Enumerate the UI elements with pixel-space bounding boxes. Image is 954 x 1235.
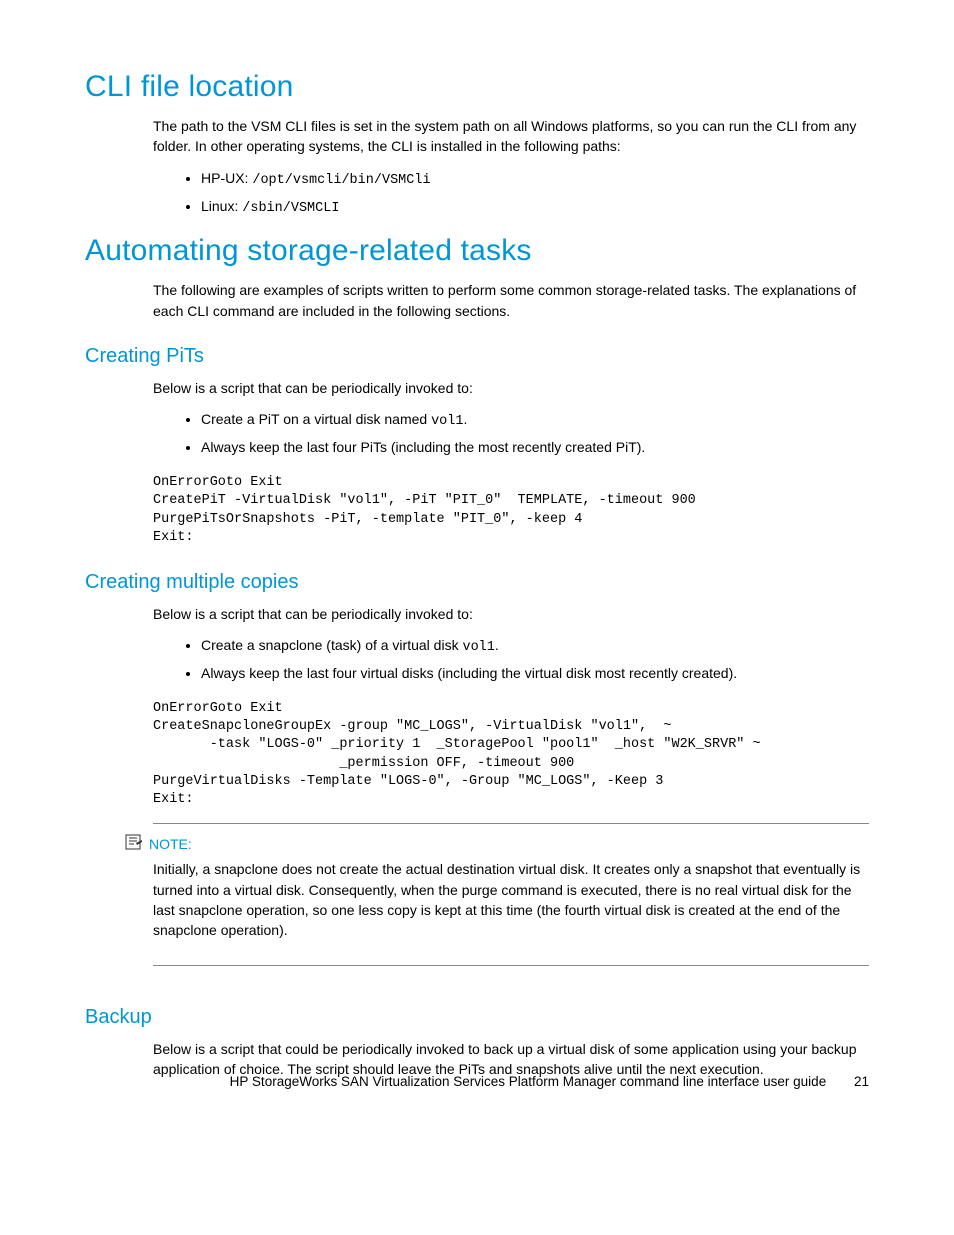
list-item-label: Linux: [201, 198, 242, 214]
document-page: CLI file location The path to the VSM CL… [0, 0, 954, 1129]
subsection-body: Below is a script that could be periodic… [153, 1039, 869, 1080]
section-body: The path to the VSM CLI files is set in … [153, 116, 869, 220]
list-item: HP-UX: /opt/vsmcli/bin/VSMCli [201, 167, 869, 193]
bullet-list: Create a PiT on a virtual disk named vol… [153, 408, 869, 460]
list-item-text: . [463, 411, 467, 427]
inline-code: /opt/vsmcli/bin/VSMCli [252, 173, 430, 188]
list-item: Always keep the last four virtual disks … [201, 662, 869, 686]
inline-code: vol1 [462, 640, 494, 655]
paragraph: Below is a script that could be periodic… [153, 1039, 869, 1080]
list-item-label: HP-UX: [201, 170, 252, 186]
footer-page-number: 21 [854, 1074, 869, 1089]
list-item-text: . [495, 637, 499, 653]
subsection-body: Below is a script that can be periodical… [153, 604, 869, 966]
page-footer: HP StorageWorks SAN Virtualization Servi… [85, 1074, 869, 1089]
note-text: Initially, a snapclone does not create t… [153, 859, 869, 940]
section-body: The following are examples of scripts wr… [153, 280, 869, 321]
bullet-list: HP-UX: /opt/vsmcli/bin/VSMCli Linux: /sb… [153, 167, 869, 221]
note-block: NOTE: Initially, a snapclone does not cr… [153, 823, 869, 965]
inline-code: /sbin/VSMCLI [242, 201, 339, 216]
subsection-heading-creating-multiple-copies: Creating multiple copies [85, 571, 869, 594]
paragraph: Below is a script that can be periodical… [153, 604, 869, 624]
paragraph: Below is a script that can be periodical… [153, 378, 869, 398]
code-block: OnErrorGoto Exit CreateSnapcloneGroupEx … [153, 700, 869, 809]
section-heading-cli-file-location: CLI file location [85, 70, 869, 104]
list-item-text: Create a PiT on a virtual disk named [201, 411, 431, 427]
subsection-heading-backup: Backup [85, 1006, 869, 1029]
subsection-heading-creating-pits: Creating PiTs [85, 345, 869, 368]
section-heading-automating: Automating storage-related tasks [85, 234, 869, 268]
footer-doc-title: HP StorageWorks SAN Virtualization Servi… [230, 1074, 827, 1089]
list-item: Create a PiT on a virtual disk named vol… [201, 408, 869, 434]
note-heading: NOTE: [153, 834, 869, 853]
note-icon [125, 834, 143, 853]
list-item-text: Create a snapclone (task) of a virtual d… [201, 637, 462, 653]
list-item: Linux: /sbin/VSMCLI [201, 195, 869, 221]
paragraph: The following are examples of scripts wr… [153, 280, 869, 321]
subsection-body: Below is a script that can be periodical… [153, 378, 869, 547]
list-item: Always keep the last four PiTs (includin… [201, 436, 869, 460]
code-block: OnErrorGoto Exit CreatePiT -VirtualDisk … [153, 474, 869, 547]
inline-code: vol1 [431, 414, 463, 429]
bullet-list: Create a snapclone (task) of a virtual d… [153, 634, 869, 686]
paragraph: The path to the VSM CLI files is set in … [153, 116, 869, 157]
list-item: Create a snapclone (task) of a virtual d… [201, 634, 869, 660]
note-label: NOTE: [149, 836, 192, 852]
